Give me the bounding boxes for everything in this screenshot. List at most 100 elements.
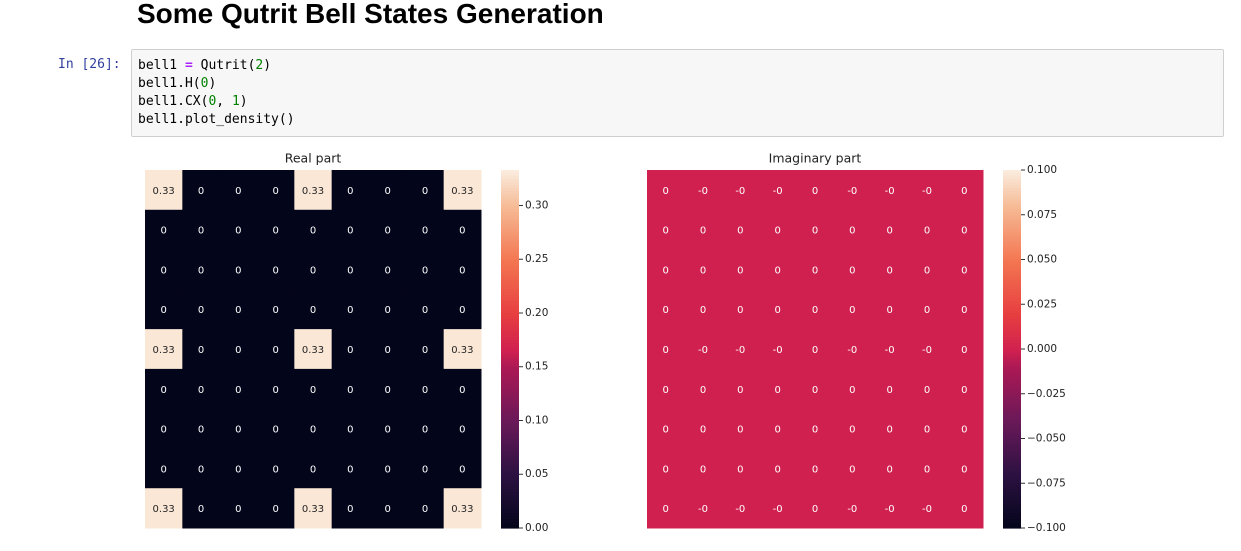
colorbar-segment	[501, 375, 519, 380]
cell-value-label: 0	[662, 226, 668, 237]
heatmap-cell	[871, 329, 909, 370]
colorbar-segment	[1003, 241, 1021, 246]
colorbar-tick-label: 0.000	[1027, 343, 1057, 355]
heatmap-cell	[331, 368, 370, 410]
cell-value-label: 0	[198, 464, 204, 475]
colorbar-segment	[501, 372, 519, 377]
code-cell[interactable]: bell1 = Qutrit(2) bell1.H(0) bell1.CX(0, 1…	[131, 49, 1224, 137]
cell-value-label: 0	[422, 345, 428, 356]
code-token: bell1	[138, 58, 185, 73]
heatmap-cell	[759, 368, 797, 410]
heatmap-cell	[833, 249, 872, 290]
colorbar-segment	[1003, 229, 1021, 234]
colorbar-segment	[1003, 337, 1021, 341]
colorbar-segment	[1003, 459, 1021, 463]
colorbar-segment	[1003, 295, 1021, 299]
cell-value-label: 0	[310, 305, 316, 316]
cell-value-label: 0	[459, 464, 465, 475]
cell-value-label: 0.33	[153, 186, 175, 197]
cell-value-label: 0	[737, 464, 743, 475]
heatmap-cell	[219, 408, 258, 449]
heatmap-cell	[182, 329, 221, 370]
cell-value-label: 0	[384, 265, 390, 276]
colorbar-segment	[501, 316, 519, 320]
colorbar-segment	[501, 354, 519, 359]
heatmap-cell	[145, 448, 183, 489]
colorbar-tick-label: 0.075	[1027, 209, 1057, 221]
cell-value-label: 0	[347, 385, 353, 396]
heatmap-cell	[182, 488, 221, 529]
cell-value-label: -0	[773, 345, 783, 356]
colorbar-tick-label: 0.20	[525, 307, 548, 319]
colorbar-segment	[501, 259, 519, 264]
colorbar-segment	[1003, 211, 1021, 216]
heatmap-cell	[908, 170, 947, 211]
colorbar-segment	[501, 516, 519, 520]
heatmap-cell	[908, 368, 947, 410]
colorbar-segment	[501, 393, 519, 398]
cell-value-label: 0	[235, 385, 241, 396]
colorbar-segment	[1003, 319, 1021, 323]
colorbar-segment	[501, 444, 519, 449]
colorbar-segment	[501, 262, 519, 267]
cell-value-label: 0	[422, 265, 428, 276]
colorbar-segment	[1003, 349, 1021, 353]
cell-value-label: 0	[235, 425, 241, 436]
cell-value-label: -0	[847, 186, 857, 197]
colorbar-segment	[501, 366, 519, 371]
colorbar-segment	[1003, 375, 1021, 380]
heatmap-cell	[294, 408, 333, 449]
heatmap-cell	[721, 170, 760, 211]
heatmap-cell	[721, 329, 760, 370]
heatmap-cell	[721, 448, 760, 489]
colorbar-segment	[1003, 420, 1021, 425]
colorbar-segment	[1003, 519, 1021, 523]
heatmap-cell	[294, 329, 333, 370]
heatmap-cell	[908, 249, 947, 290]
cell-value-label: 0	[272, 504, 278, 515]
cell-value-label: 0	[961, 425, 967, 436]
cell-value-label: 0	[700, 425, 706, 436]
cell-value-label: 0	[886, 464, 892, 475]
chart-title: Real part	[285, 151, 342, 166]
heatmap-cell	[833, 448, 872, 489]
colorbar-segment	[501, 420, 519, 425]
cell-value-label: 0	[235, 504, 241, 515]
cell-value-label: 0	[662, 305, 668, 316]
cell-value-label: -0	[847, 345, 857, 356]
colorbar-segment	[501, 441, 519, 446]
heatmap-cell	[759, 289, 797, 330]
colorbar-segment	[501, 253, 519, 258]
colorbar-segment	[1003, 453, 1021, 457]
heatmap-cell	[145, 209, 183, 251]
colorbar-segment	[1003, 280, 1021, 284]
colorbar-segment	[501, 343, 519, 347]
cell-value-label: 0	[737, 265, 743, 276]
cell-value-label: 0	[737, 226, 743, 237]
heatmap-cell	[647, 448, 685, 489]
cell-value-label: 0	[459, 385, 465, 396]
code-input[interactable]: bell1 = Qutrit(2) bell1.H(0) bell1.CX(0, 1…	[138, 57, 295, 129]
colorbar-tick-label: −0.025	[1027, 388, 1066, 400]
colorbar-segment	[1003, 408, 1021, 413]
colorbar-segment	[1003, 480, 1021, 484]
colorbar-segment	[1003, 372, 1021, 377]
colorbar-segment	[501, 250, 519, 255]
colorbar-tick-label: 0.25	[525, 253, 548, 265]
heatmap-cell	[871, 408, 909, 449]
heatmap-cell	[833, 368, 872, 410]
colorbar-segment	[501, 202, 519, 207]
colorbar-segment	[501, 492, 519, 496]
heatmap-cell	[796, 209, 835, 251]
heatmap-cell	[721, 368, 760, 410]
cell-value-label: 0	[886, 305, 892, 316]
colorbar-segment	[501, 334, 519, 338]
code-token: ,	[216, 94, 232, 109]
colorbar-segment	[501, 193, 519, 198]
colorbar-tick-label: 0.025	[1027, 298, 1057, 310]
cell-value-label: 0	[886, 265, 892, 276]
cell-value-label: 0	[384, 385, 390, 396]
cell-value-label: -0	[847, 504, 857, 515]
colorbar-segment	[1003, 187, 1021, 192]
